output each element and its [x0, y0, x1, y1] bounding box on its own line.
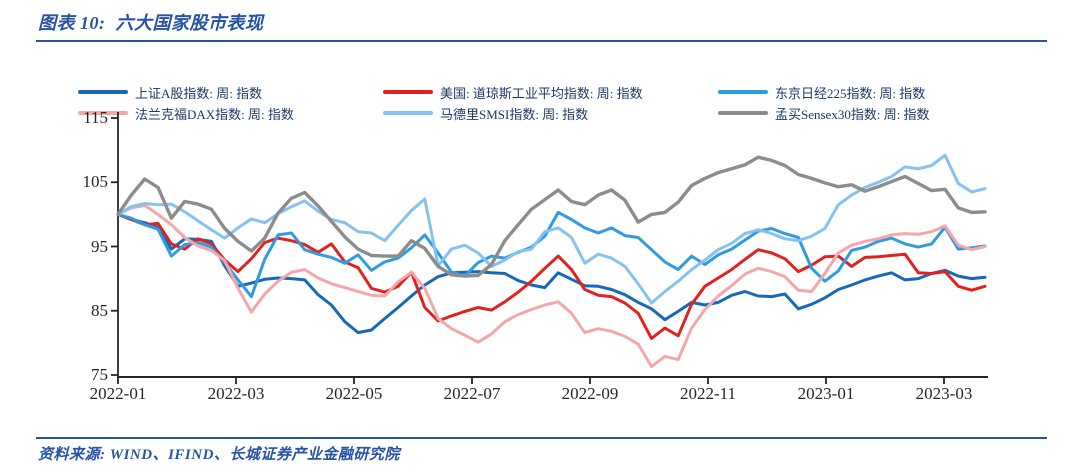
- figure-title: 图表 10: 六大国家股市表现: [38, 9, 264, 35]
- x-tick-label: 2023-01: [797, 384, 855, 403]
- shanghai-line-swatch: [78, 90, 128, 94]
- dow-line-swatch: [383, 90, 433, 94]
- series-line-0: [116, 212, 987, 335]
- source-note: 资料来源: WIND、IFIND、长城证券产业金融研究院: [38, 447, 400, 463]
- x-tick-label: 2022-11: [679, 384, 737, 403]
- x-tick-label: 2022-01: [89, 384, 147, 403]
- y-tick-label: 115: [83, 108, 108, 127]
- x-tick-label: 2022-07: [443, 384, 501, 403]
- x-tick-label: 2023-03: [915, 384, 973, 403]
- legend-label-dow: 美国: 道琼斯工业平均指数: 周: 指数: [440, 85, 643, 101]
- legend-item-madrid: 马德里SMSI指数: 周: 指数: [383, 105, 589, 122]
- legend-item-sensex: 孟买Sensex30指数: 周: 指数: [718, 105, 930, 122]
- x-tick-label: 2022-09: [561, 384, 619, 403]
- y-tick-label: 105: [82, 172, 109, 191]
- y-tick-label: 85: [91, 301, 108, 320]
- madrid-line-swatch: [383, 111, 433, 115]
- series-line-1: [116, 212, 987, 340]
- x-tick-label: 2022-03: [207, 384, 265, 403]
- legend-item-nikkei: 东京日经225指数: 周: 指数: [718, 84, 926, 101]
- figure-number: 图表 10:: [38, 13, 106, 33]
- footer-rule: [36, 437, 1047, 439]
- legend-label-sensex: 孟买Sensex30指数: 周: 指数: [775, 106, 930, 122]
- title-underline: [36, 40, 1047, 42]
- legend-label-shanghai: 上证A股指数: 周: 指数: [135, 85, 263, 101]
- nikkei-line-swatch: [718, 90, 768, 94]
- x-tick-label: 2022-05: [325, 384, 383, 403]
- series-line-4: [116, 153, 987, 305]
- sensex-line-swatch: [718, 111, 768, 115]
- y-tick-label: 75: [91, 365, 108, 384]
- legend-label-nikkei: 东京日经225指数: 周: 指数: [775, 85, 926, 101]
- series-line-5: [116, 155, 987, 278]
- y-tick-label: 95: [91, 237, 108, 256]
- series-lines: [116, 153, 987, 369]
- legend-item-shanghai: 上证A股指数: 周: 指数: [78, 84, 263, 101]
- series-line-2: [116, 210, 987, 299]
- dax-line-swatch: [78, 111, 128, 115]
- legend-label-dax: 法兰克福DAX指数: 周: 指数: [135, 106, 294, 122]
- legend-item-dax: 法兰克福DAX指数: 周: 指数: [78, 105, 294, 122]
- legend-item-dow: 美国: 道琼斯工业平均指数: 周: 指数: [383, 84, 643, 101]
- series-line-3: [116, 203, 987, 369]
- legend-label-madrid: 马德里SMSI指数: 周: 指数: [440, 106, 589, 122]
- figure-title-text: 六大国家股市表现: [115, 13, 264, 33]
- axis-ticks: [111, 117, 945, 384]
